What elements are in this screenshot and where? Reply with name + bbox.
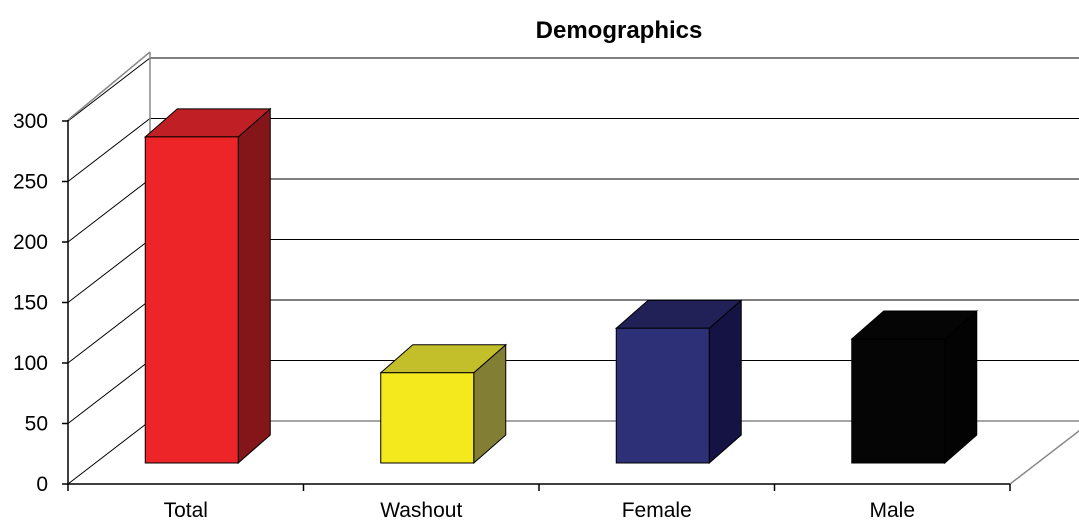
y-tick-label: 300 [13,110,48,133]
side-wall-gridline [67,178,151,243]
bar-front-face [851,338,946,464]
y-tick-label: 200 [13,231,48,254]
y-tick-label: 50 [25,413,48,436]
bar-male [850,309,979,465]
y-axis: 0 50 100 150 200 250 300 [13,110,69,496]
side-wall-gridline [67,420,151,485]
side-wall-gridline [67,299,151,364]
y-tick-label: 100 [13,352,48,375]
bar-female [614,299,743,465]
bar-front-face [615,327,710,464]
side-wall-gridline [67,360,151,424]
y-tick-label: 0 [36,473,48,496]
side-wall-gridline [67,57,151,122]
bar-side-face [237,107,271,465]
y-tick-label: 150 [13,292,48,315]
side-wall-gridline [67,118,151,182]
side-wall-gridline [67,239,151,303]
x-tick-label: Female [622,499,692,522]
y-tick-label: 250 [13,171,48,194]
bar-washout [379,343,508,465]
x-tick-label: Washout [380,499,462,522]
gridlines [67,57,1079,485]
bars [143,107,979,465]
bar-front-face [144,136,239,464]
side-wall-top-edge [67,51,151,121]
x-axis: Total Washout Female Male [67,483,1011,522]
x-tick-label: Male [869,499,915,522]
floor-right-edge [1009,430,1079,485]
bar-front-face [380,372,475,464]
bar-total [143,107,272,465]
x-tick-label: Total [164,499,208,522]
chart-title: Demographics [536,17,703,44]
